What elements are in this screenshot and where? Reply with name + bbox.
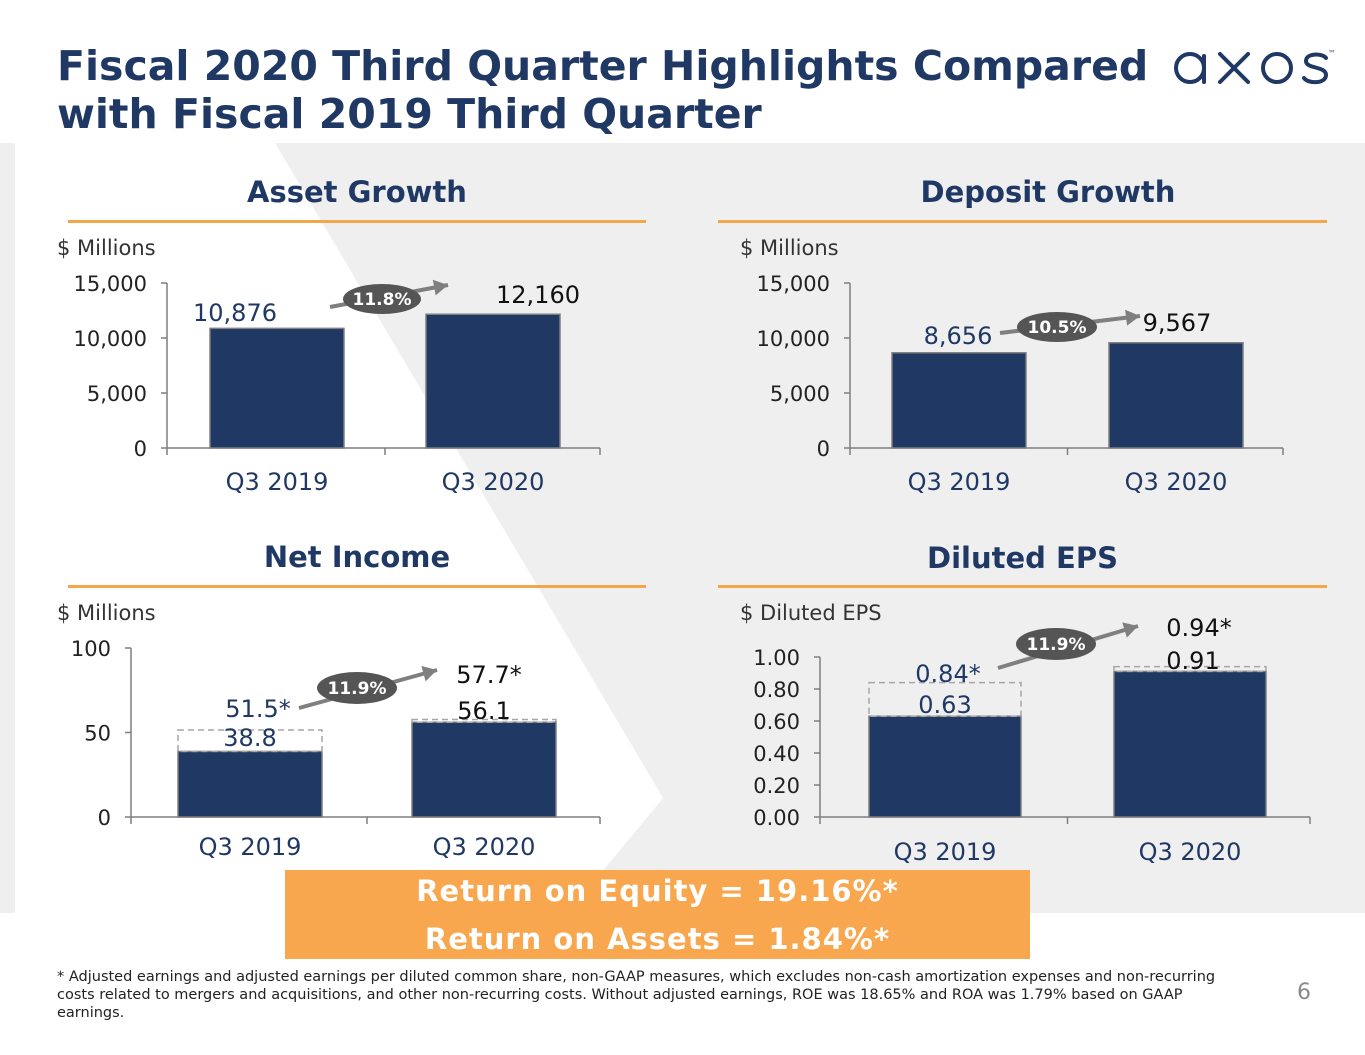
- bar-q3-2019: [209, 327, 345, 449]
- y-tick-label: 0.40: [753, 742, 800, 766]
- y-tick-label: 15,000: [757, 272, 830, 296]
- adjusted-value-label: 0.84*: [915, 660, 980, 688]
- adjusted-box: [177, 729, 323, 753]
- bar-q3-2020: [411, 721, 557, 818]
- category-label: Q3 2019: [894, 838, 997, 866]
- growth-badge: [343, 284, 421, 314]
- growth-badge: [317, 672, 397, 704]
- y-tick-label: 1.00: [753, 646, 800, 670]
- growth-arrow-head: [421, 666, 437, 682]
- adjusted-box: [868, 681, 1022, 717]
- logo-tm: ™: [1328, 49, 1336, 58]
- net-income-divider: [68, 585, 646, 588]
- diluted-eps-title: Diluted EPS: [927, 541, 1118, 575]
- deposit-growth-divider: [718, 220, 1327, 223]
- adjusted-box: [411, 718, 557, 723]
- growth-arrow-head: [1122, 622, 1138, 638]
- net-income-title: Net Income: [263, 540, 451, 574]
- bar-q3-2020: [1113, 670, 1267, 818]
- page-title: Fiscal 2020 Third Quarter Highlights Com…: [57, 42, 1157, 138]
- asset-growth-unit: $ Millions: [57, 236, 156, 260]
- page-number: 6: [1297, 980, 1311, 1005]
- y-tick-label: 10,000: [757, 327, 830, 351]
- growth-arrow-head: [432, 279, 448, 296]
- data-label: 56.1: [457, 697, 510, 725]
- y-tick-label: 10,000: [74, 327, 147, 351]
- axos-logo: ™: [1174, 49, 1336, 85]
- growth-badge-label: 11.9%: [328, 679, 387, 699]
- growth-arrow-head: [1125, 309, 1140, 326]
- adjusted-value-label: 57.7*: [456, 661, 521, 689]
- y-tick-label: 0.80: [753, 678, 800, 702]
- y-tick-label: 5,000: [87, 382, 147, 406]
- data-label: 38.8: [223, 724, 276, 752]
- data-label: 8,656: [924, 322, 993, 350]
- bar-q3-2019: [868, 715, 1022, 818]
- asset-growth-divider: [68, 220, 646, 223]
- category-label: Q3 2020: [433, 833, 536, 861]
- return-on-assets: Return on Assets = 1.84%*: [424, 922, 891, 956]
- bar-q3-2019: [177, 750, 323, 818]
- bar-q3-2020: [1108, 342, 1244, 449]
- category-label: Q3 2020: [1125, 468, 1228, 496]
- data-label: 10,876: [193, 299, 277, 327]
- growth-badge: [1017, 312, 1097, 342]
- diluted-eps-divider: [718, 585, 1327, 588]
- data-label: 12,160: [496, 281, 580, 309]
- category-label: Q3 2019: [908, 468, 1011, 496]
- deposit-growth-title: Deposit Growth: [920, 175, 1176, 209]
- bar-q3-2019: [891, 352, 1027, 449]
- adjusted-value-label: 0.94*: [1166, 614, 1231, 642]
- growth-badge-label: 11.9%: [1027, 635, 1086, 655]
- y-tick-label: 15,000: [74, 272, 147, 296]
- growth-badge-label: 11.8%: [353, 290, 412, 310]
- diluted-eps-unit: $ Diluted EPS: [740, 601, 882, 625]
- data-label: 0.91: [1166, 647, 1219, 675]
- net-income-unit: $ Millions: [57, 601, 156, 625]
- y-tick-label: 0: [98, 806, 111, 830]
- y-tick-label: 0.20: [753, 774, 800, 798]
- adjusted-value-label: 51.5*: [225, 695, 290, 723]
- growth-badge-label: 10.5%: [1028, 318, 1087, 338]
- category-label: Q3 2020: [1139, 838, 1242, 866]
- returns-box: Return on Equity = 19.16%* Return on Ass…: [285, 870, 1030, 959]
- y-tick-label: 0.60: [753, 710, 800, 734]
- y-tick-label: 100: [71, 637, 111, 661]
- y-tick-label: 0: [817, 437, 830, 461]
- bar-q3-2020: [425, 313, 561, 449]
- data-label: 9,567: [1143, 309, 1212, 337]
- return-on-equity: Return on Equity = 19.16%*: [416, 874, 899, 908]
- deposit-growth-unit: $ Millions: [740, 236, 839, 260]
- adjusted-box: [1113, 665, 1267, 673]
- category-label: Q3 2019: [199, 833, 302, 861]
- asset-growth-title: Asset Growth: [247, 175, 467, 209]
- y-tick-label: 50: [84, 722, 111, 746]
- y-tick-label: 5,000: [770, 382, 830, 406]
- footnote: * Adjusted earnings and adjusted earning…: [57, 969, 1216, 1021]
- category-label: Q3 2019: [226, 468, 329, 496]
- y-tick-label: 0: [134, 437, 147, 461]
- page-title-line-2: with Fiscal 2019 Third Quarter: [57, 90, 762, 138]
- category-label: Q3 2020: [442, 468, 545, 496]
- page-title-line-1: Fiscal 2020 Third Quarter Highlights Com…: [57, 42, 1149, 90]
- growth-badge: [1016, 628, 1096, 660]
- y-tick-label: 0.00: [753, 806, 800, 830]
- data-label: 0.63: [918, 691, 971, 719]
